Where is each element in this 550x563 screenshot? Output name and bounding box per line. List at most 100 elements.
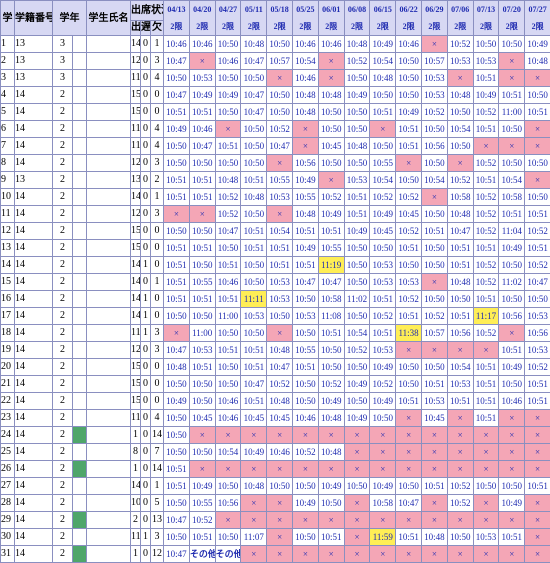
attendance-cell[interactable]: 10:48	[318, 410, 344, 427]
attendance-cell[interactable]: 10:52	[447, 172, 473, 189]
attendance-cell[interactable]: 10:56	[293, 155, 319, 172]
attendance-cell[interactable]: 10:48	[344, 36, 370, 53]
absent-cell[interactable]: ×	[525, 444, 550, 461]
absent-cell[interactable]: ×	[447, 410, 473, 427]
attendance-cell[interactable]: 10:51	[164, 274, 190, 291]
attendance-cell[interactable]: 10:46	[215, 53, 241, 70]
attendance-cell[interactable]: 10:50	[499, 36, 525, 53]
absent-cell[interactable]: ×	[189, 206, 215, 223]
absent-cell[interactable]: ×	[499, 461, 525, 478]
absent-cell[interactable]: ×	[318, 172, 344, 189]
attendance-cell[interactable]: 10:51	[189, 189, 215, 206]
late-cell[interactable]: 11:59	[370, 529, 396, 546]
attendance-cell[interactable]: その他	[189, 546, 215, 563]
attendance-cell[interactable]: 10:49	[318, 393, 344, 410]
attendance-cell[interactable]: 10:50	[215, 376, 241, 393]
attendance-cell[interactable]: 10:52	[473, 104, 499, 121]
attendance-cell[interactable]: 10:56	[215, 495, 241, 512]
absent-cell[interactable]: ×	[267, 529, 293, 546]
attendance-cell[interactable]: 10:52	[422, 104, 448, 121]
attendance-cell[interactable]: 10:52	[396, 291, 422, 308]
attendance-cell[interactable]: 10:50	[241, 257, 267, 274]
absent-cell[interactable]: ×	[293, 512, 319, 529]
absent-cell[interactable]: ×	[447, 461, 473, 478]
absent-cell[interactable]: ×	[189, 461, 215, 478]
absent-cell[interactable]: ×	[422, 189, 448, 206]
attendance-cell[interactable]: 10:51	[422, 376, 448, 393]
attendance-cell[interactable]: 10:50	[164, 427, 190, 444]
attendance-cell[interactable]: 10:50	[422, 206, 448, 223]
attendance-cell[interactable]: 10:51	[241, 359, 267, 376]
attendance-cell[interactable]: 10:47	[293, 274, 319, 291]
attendance-cell[interactable]: 10:50	[370, 138, 396, 155]
attendance-cell[interactable]: 10:50	[215, 478, 241, 495]
attendance-cell[interactable]: 10:51	[189, 529, 215, 546]
attendance-cell[interactable]: 10:52	[473, 325, 499, 342]
attendance-cell[interactable]: 10:51	[164, 189, 190, 206]
attendance-cell[interactable]: 10:50	[164, 223, 190, 240]
late-cell[interactable]: 11:38	[396, 325, 422, 342]
attendance-cell[interactable]: 10:51	[344, 189, 370, 206]
attendance-cell[interactable]: 10:51	[241, 172, 267, 189]
attendance-cell[interactable]: 10:50	[241, 274, 267, 291]
attendance-cell[interactable]: 10:58	[318, 291, 344, 308]
attendance-cell[interactable]: 10:50	[344, 274, 370, 291]
attendance-cell[interactable]: 11:08	[318, 308, 344, 325]
attendance-cell[interactable]: 10:45	[267, 410, 293, 427]
attendance-cell[interactable]: 10:51	[241, 223, 267, 240]
attendance-cell[interactable]: 10:51	[473, 121, 499, 138]
absent-cell[interactable]: ×	[422, 274, 448, 291]
absent-cell[interactable]: ×	[447, 444, 473, 461]
absent-cell[interactable]: ×	[499, 70, 525, 87]
attendance-cell[interactable]: 10:50	[293, 376, 319, 393]
absent-cell[interactable]: ×	[344, 529, 370, 546]
attendance-cell[interactable]: 10:47	[189, 138, 215, 155]
attendance-cell[interactable]: 10:50	[215, 240, 241, 257]
attendance-cell[interactable]: 10:54	[370, 53, 396, 70]
attendance-cell[interactable]: 10:50	[499, 155, 525, 172]
attendance-cell[interactable]: 10:52	[267, 121, 293, 138]
attendance-cell[interactable]: 10:51	[215, 291, 241, 308]
absent-cell[interactable]: ×	[344, 444, 370, 461]
attendance-cell[interactable]: 10:53	[422, 87, 448, 104]
absent-cell[interactable]: ×	[370, 121, 396, 138]
absent-cell[interactable]: ×	[267, 512, 293, 529]
attendance-cell[interactable]: 10:52	[215, 189, 241, 206]
attendance-cell[interactable]: 10:52	[318, 189, 344, 206]
attendance-cell[interactable]: 10:51	[525, 376, 550, 393]
absent-cell[interactable]: ×	[499, 325, 525, 342]
late-cell[interactable]: 11:19	[318, 257, 344, 274]
attendance-cell[interactable]: 10:55	[318, 240, 344, 257]
attendance-cell[interactable]: 10:51	[447, 393, 473, 410]
attendance-cell[interactable]: 10:52	[473, 257, 499, 274]
attendance-cell[interactable]: 10:51	[189, 240, 215, 257]
attendance-cell[interactable]: 10:50	[293, 393, 319, 410]
attendance-cell[interactable]: 10:58	[499, 189, 525, 206]
absent-cell[interactable]: ×	[473, 342, 499, 359]
attendance-cell[interactable]: 10:46	[499, 393, 525, 410]
attendance-cell[interactable]: 10:51	[370, 104, 396, 121]
absent-cell[interactable]: ×	[318, 53, 344, 70]
absent-cell[interactable]: ×	[344, 495, 370, 512]
absent-cell[interactable]: ×	[525, 512, 550, 529]
attendance-cell[interactable]: 10:53	[267, 189, 293, 206]
attendance-cell[interactable]: 10:48	[293, 206, 319, 223]
attendance-cell[interactable]: 10:51	[396, 529, 422, 546]
attendance-cell[interactable]: 10:46	[318, 36, 344, 53]
attendance-cell[interactable]: 10:46	[293, 36, 319, 53]
attendance-cell[interactable]: 10:48	[447, 206, 473, 223]
attendance-cell[interactable]: 10:50	[396, 53, 422, 70]
attendance-cell[interactable]: 10:50	[344, 70, 370, 87]
absent-cell[interactable]: ×	[499, 410, 525, 427]
attendance-cell[interactable]: 10:46	[267, 444, 293, 461]
